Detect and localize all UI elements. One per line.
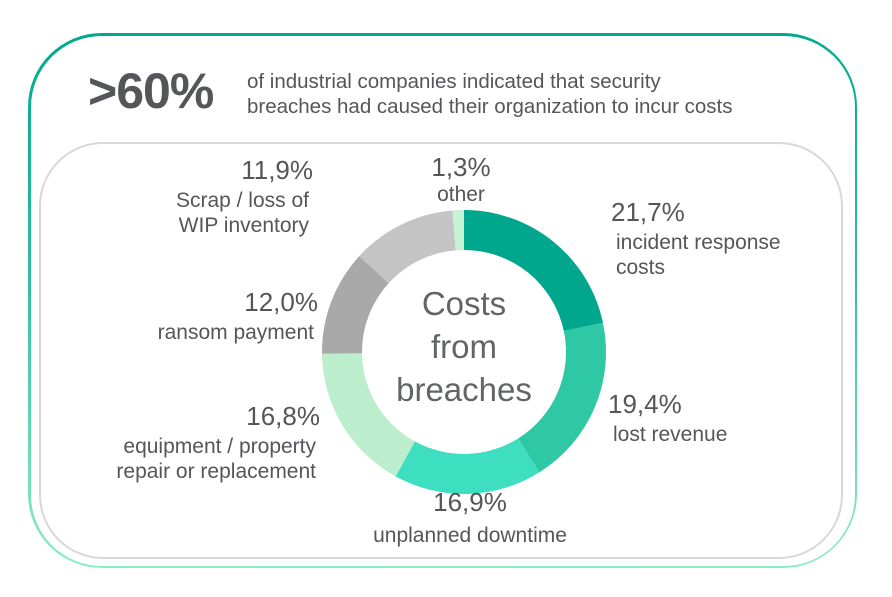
headline-description-line1: of industrial companies indicated that s… (247, 70, 661, 93)
donut-segment-lost-revenue (518, 322, 606, 473)
donut-segment-equipment-property-repair-or-replacement (322, 353, 415, 477)
callout-equipment-label-line1: equipment / property (123, 435, 316, 458)
callout-unplanned-percent: 16,9% (433, 487, 507, 517)
headline-description: of industrial companies indicated that s… (247, 70, 732, 119)
donut-center-line3: breaches (396, 371, 532, 408)
donut-segment-ransom-payment (322, 256, 389, 354)
donut-segment-incident-response-costs (464, 210, 603, 332)
donut-center-line1: Costs (421, 285, 507, 322)
callout-scrap-label-line2: WIP inventory (178, 214, 309, 237)
callout-ransom-payment: 12,0% ransom payment (98, 288, 318, 345)
callout-incident-percent: 21,7% (611, 197, 685, 227)
callout-other-percent: 1,3% (431, 152, 491, 182)
donut-chart (322, 210, 606, 494)
headline-description-line2: breaches had caused their organization t… (247, 94, 733, 118)
donut-center-line2: from (431, 328, 497, 365)
callout-scrap-wip: 11,9% Scrap / loss of WIP inventory (93, 156, 313, 238)
callout-unplanned-label: unplanned downtime (373, 524, 567, 547)
callout-lost-percent: 19,4% (608, 389, 682, 419)
callout-incident-label-line2: costs (616, 256, 666, 279)
donut-segment-other (452, 210, 464, 251)
donut-center-title: Costs from breaches (364, 282, 564, 411)
callout-equipment-percent: 16,8% (246, 401, 320, 431)
callout-other-label: other (437, 183, 485, 206)
callout-equipment-label-line2: repair or replacement (116, 460, 316, 483)
callout-lost-label: lost revenue (613, 423, 728, 446)
callout-lost-revenue: 19,4% lost revenue (608, 390, 808, 447)
headline-stat: >60% (88, 63, 214, 119)
callout-incident-label-line1: incident response (616, 231, 781, 254)
callout-unplanned-downtime: 16,9% unplanned downtime (350, 488, 590, 548)
callout-scrap-label-line1: Scrap / loss of (175, 189, 309, 212)
donut-segment-unplanned-downtime (395, 438, 540, 494)
donut-segment-scrap-loss-of-wip-inventory (359, 210, 456, 284)
callout-other: 1,3% other (385, 153, 537, 207)
callout-equipment-repair: 16,8% equipment / property repair or rep… (80, 402, 320, 484)
callout-ransom-percent: 12,0% (244, 287, 318, 317)
callout-incident-response: 21,7% incident response costs (611, 198, 841, 280)
callout-ransom-label: ransom payment (157, 321, 314, 344)
donut-chart-container (314, 202, 614, 502)
callout-scrap-percent: 11,9% (241, 155, 313, 185)
